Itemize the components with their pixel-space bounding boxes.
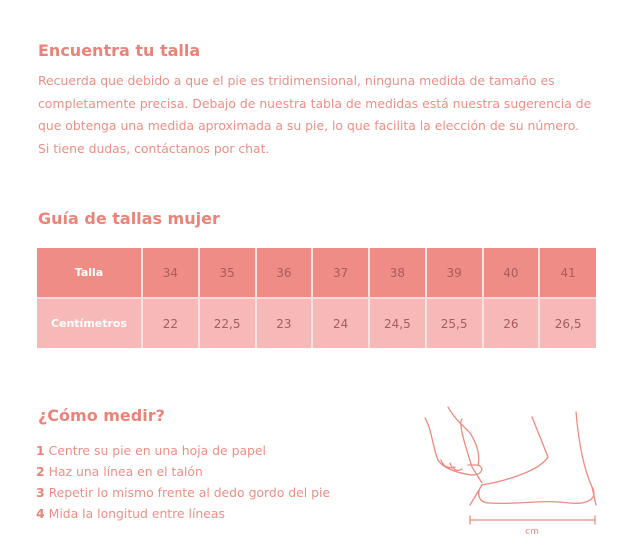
table-cell: 26,5 [538, 298, 596, 348]
table-cell: 24,5 [368, 298, 426, 348]
step-number: 2 [36, 464, 45, 479]
table-cell: 22,5 [197, 298, 256, 348]
table-cell: 41 [538, 248, 596, 299]
intro-line: completamente precisa. Debajo de nuestra… [38, 95, 592, 111]
table-cell: 37 [311, 248, 369, 299]
intro-line: que obtenga una medida aproximada a su p… [38, 118, 580, 133]
unit-label: cm [525, 527, 539, 537]
step-number: 3 [36, 485, 45, 500]
table-row-size: Talla 34 35 36 37 38 39 40 41 [37, 248, 596, 299]
list-item: 1 Centre su pie en una hoja de papel [36, 440, 330, 461]
table-row-cm: Centímetros 22 22,5 23 24 24,5 25,5 26 2… [37, 298, 596, 348]
list-item: 3 Repetir lo mismo frente al dedo gordo d… [36, 482, 330, 503]
table-cell: 22 [141, 298, 199, 348]
table-cell: 38 [368, 248, 426, 299]
table-cell: 36 [254, 248, 313, 299]
section-title-find-size: Encuentra tu talla [38, 41, 201, 60]
step-number: 1 [36, 443, 45, 458]
row-header: Centímetros [37, 298, 142, 348]
list-item: 4 Mida la longitud entre líneas [36, 503, 330, 524]
hand-icon [424, 406, 483, 484]
measure-line [469, 515, 596, 525]
intro-line: Si tiene dudas, contáctanos por chat. [38, 140, 270, 156]
step-text: Haz una línea en el talón [48, 464, 203, 479]
row-header: Talla [37, 248, 142, 299]
list-item: 2 Haz una línea en el talón [36, 461, 330, 482]
intro-line: Recuerda que debido a que el pie es trid… [38, 73, 555, 88]
table-cell: 25,5 [424, 298, 483, 348]
step-text: Repetir lo mismo frente al dedo gordo de… [48, 485, 331, 500]
table-cell: 34 [141, 248, 199, 299]
step-text: Centre su pie en una hoja de papel [48, 443, 266, 458]
table-cell: 39 [424, 248, 483, 299]
step-text: Mida la longitud entre líneas [48, 506, 225, 521]
foot-measure-illustration: cm [424, 406, 597, 537]
step-number: 4 [36, 506, 45, 521]
foot-icon [469, 411, 597, 506]
table-cell: 26 [481, 298, 540, 348]
table-cell: 23 [254, 298, 313, 348]
table-cell: 24 [311, 298, 369, 348]
section-title-size-guide: Guía de tallas mujer [38, 209, 220, 228]
steps-list: 1 Centre su pie en una hoja de papel 2 Haz… [36, 440, 330, 524]
section-title-how-to-measure: ¿Cómo medir? [38, 406, 165, 425]
intro-paragraph: Recuerda que debido a que el pie es trid… [38, 70, 598, 160]
table-cell: 40 [481, 248, 540, 299]
table-cell: 35 [197, 248, 256, 299]
size-table: Talla 34 35 36 37 38 39 40 41 Centímetro… [37, 248, 596, 348]
